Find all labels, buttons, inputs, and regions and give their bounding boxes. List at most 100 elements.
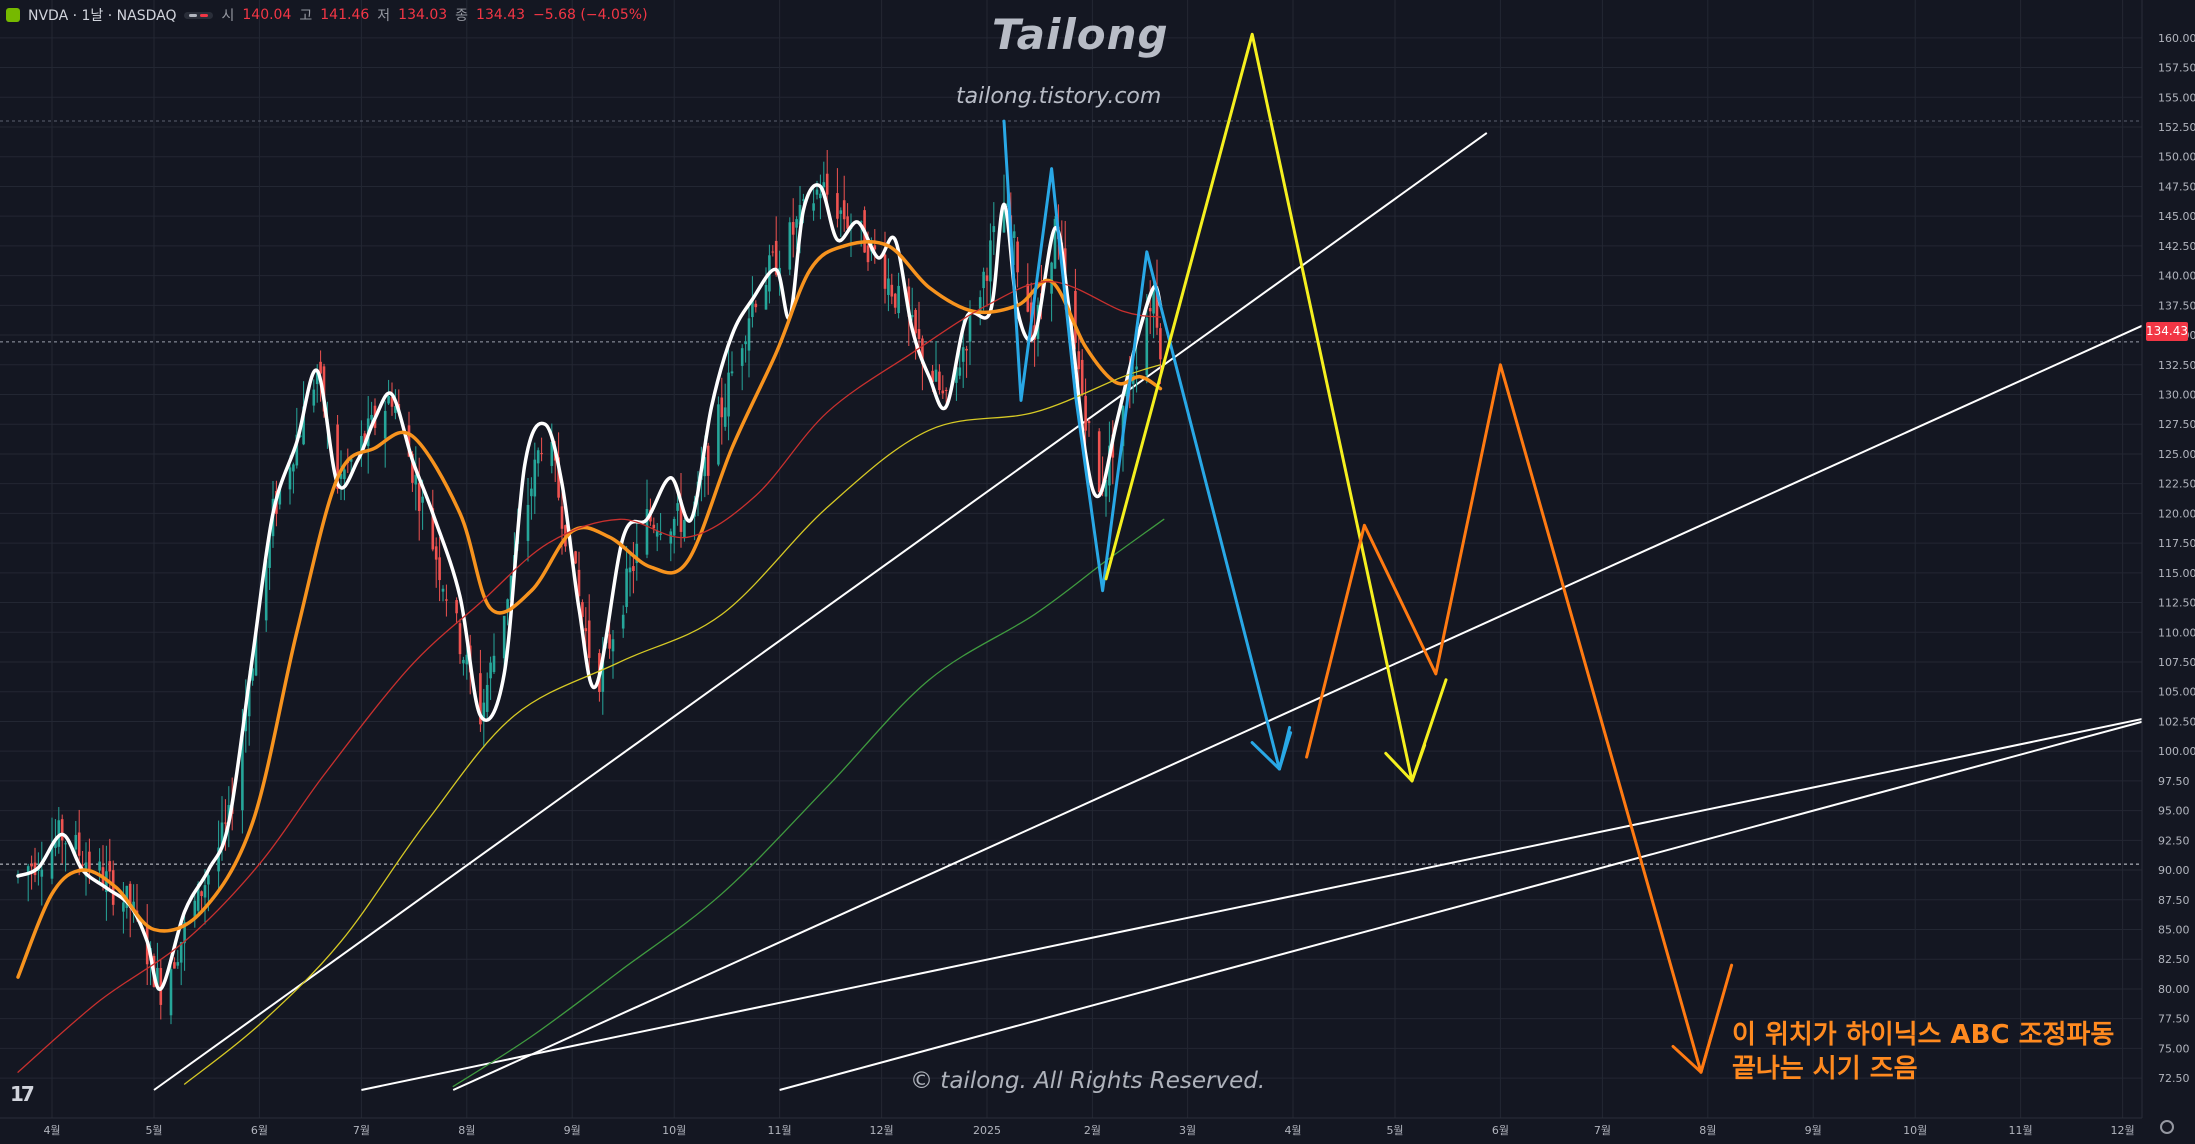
candle-body [526,504,530,541]
wave-line-wave_orange [1305,363,1734,1074]
symbol-title[interactable]: NVDA · 1날 · NASDAQ [28,8,177,24]
candle-body [264,560,268,621]
candle-body [431,508,435,550]
candle-body [81,864,84,866]
price-tick-label: 100.00 [2158,745,2195,758]
price-tick-label: 90.00 [2158,864,2190,877]
candle-body [54,838,57,848]
candle-body [64,843,67,845]
time-tick-label: 2025 [973,1124,1001,1137]
candle-body [557,457,560,498]
price-tick-label: 75.00 [2158,1042,2190,1055]
candle-body [961,347,965,362]
candle-body [132,901,135,909]
trendline [153,132,1488,1091]
watermark-copyright: © tailong. All Rights Reserved. [910,1068,1266,1094]
price-tick-label: 85.00 [2158,924,2190,937]
time-tick-label: 4월 [43,1124,60,1137]
price-tick-label: 132.50 [2158,359,2195,372]
candle-body [489,662,492,679]
close-label: 종 [455,8,469,24]
change-value: −5.68 (−4.05%) [533,7,648,23]
candle-body [251,668,254,681]
time-tick-label: 10월 [1903,1124,1927,1137]
candle-body [621,614,625,629]
wave-arrowhead [1699,1034,1713,1074]
candle-body [169,969,173,1016]
price-tick-label: 97.50 [2158,775,2190,788]
time-tick-label: 11월 [768,1124,792,1137]
wave-line-wave_blue [1002,119,1292,771]
watermark-url: tailong.tistory.com [956,84,1162,109]
candle-body [360,435,363,452]
annotation-line-1: 이 위치가 하이닉스 ABC 조정파동 [1732,1020,2115,1050]
candle-body [774,240,778,275]
candle-body [717,404,720,465]
time-tick-label: 8월 [458,1124,475,1137]
candle-body [676,503,679,511]
candle-body [458,623,462,655]
price-tick-label: 140.00 [2158,270,2195,283]
visibility-icon[interactable] [184,11,214,19]
candle-body [815,189,819,195]
candle-body [492,655,496,673]
candle-body [822,182,826,188]
time-tick-label: 6월 [1492,1124,1509,1137]
candle-body [349,458,353,462]
candle-body [659,533,662,536]
candle-body [502,615,506,659]
candle-body [635,543,639,564]
price-tick-label: 142.50 [2158,240,2195,253]
tradingview-logo-icon[interactable]: 17 [10,1082,35,1106]
candle-body [530,488,533,497]
candle-body [315,371,319,385]
candle-body [411,453,414,483]
close-value: 134.43 [476,7,526,23]
time-axis[interactable]: 4월 5월 6월 7월 8월 9월 10월 11월 12월 2025 2월 3월 4월 5월 6월 7월 8월 9… [43,1124,2134,1137]
candle-body [601,654,605,692]
low-value: 134.03 [398,7,448,23]
price-tick-label: 95.00 [2158,805,2190,818]
candle-body [196,883,200,911]
candle-body [363,433,367,444]
annotation-text: 이 위치가 하이닉스 ABC 조정파동 끝나는 시기 즈음 [1732,1018,2114,1086]
candle-body [819,193,822,199]
low-label: 저 [377,8,391,24]
candle-body [679,499,683,532]
candle-body [1080,359,1084,394]
candle-body [122,902,125,912]
candle-body [407,425,411,457]
candle-body [343,469,346,480]
candle-body [795,219,798,228]
price-tick-label: 127.50 [2158,418,2195,431]
candle-body [387,395,390,404]
candle-body [914,309,917,334]
candle-body [1002,203,1006,233]
candlesticks [16,150,1162,1025]
candle-body [445,599,448,601]
price-tick-label: 152.50 [2158,121,2195,134]
watermark-title: Tailong [992,10,1169,59]
price-tick-label: 150.00 [2158,151,2195,164]
candle-body [224,822,227,824]
candle-body [560,506,564,529]
indicator-line-ema_fast [16,183,1163,991]
candle-body [288,467,292,490]
candle-body [632,566,635,572]
indicator-lines [16,183,1165,1088]
candle-body [98,861,101,871]
candle-body [706,445,710,476]
candle-body [751,298,754,318]
candle-body [77,832,81,856]
candle-body [683,519,686,538]
settings-gear-icon[interactable] [2160,1120,2174,1134]
candle-body [965,348,968,351]
candle-body [890,284,894,297]
candle-body [183,922,186,944]
price-tick-label: 107.50 [2158,656,2195,669]
candle-body [655,531,659,537]
candle-body [839,210,843,214]
price-tick-label: 145.00 [2158,210,2195,223]
